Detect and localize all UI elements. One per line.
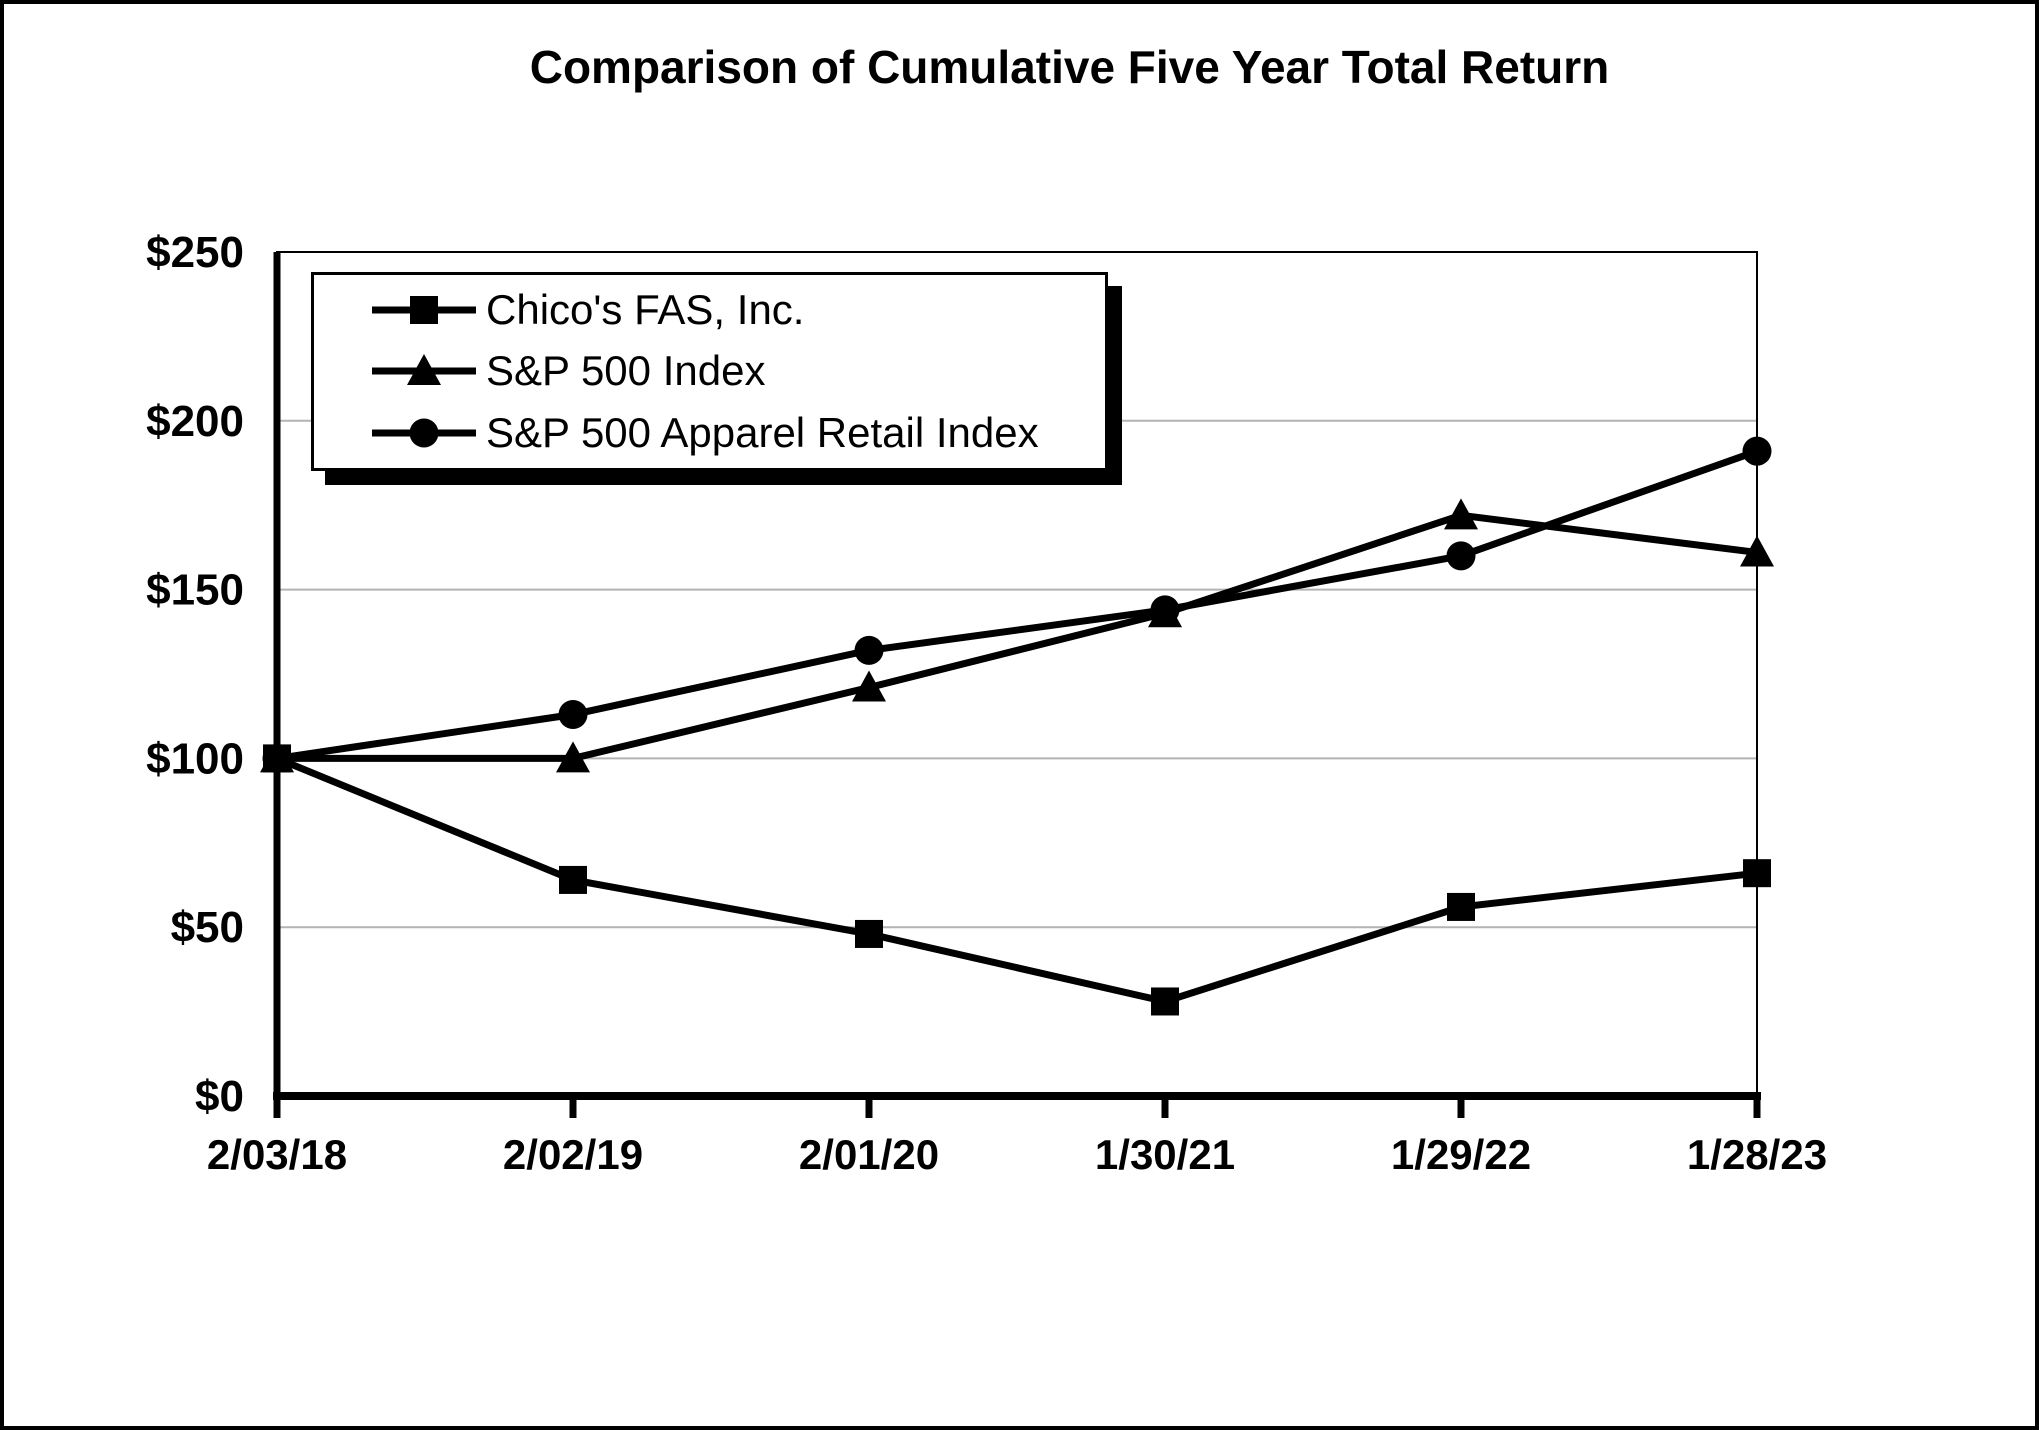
legend-marker-square-icon	[372, 295, 476, 324]
x-tick-label-5: 1/28/23	[1687, 1131, 1827, 1178]
series-line-s-p-500-index	[277, 511, 1758, 762]
legend-marker-circle-icon	[372, 418, 476, 448]
x-tick-label-0: 2/03/18	[207, 1131, 347, 1178]
data-point-s-p-500-apparel-retail-index-5	[1742, 436, 1772, 466]
legend-row: S&P 500 Index	[372, 347, 1095, 395]
data-point-s-p-500-apparel-retail-index-4	[1446, 541, 1476, 571]
data-point-chico-s-fas-inc-4	[1447, 892, 1475, 921]
legend-label: Chico's FAS, Inc.	[486, 285, 805, 333]
y-tick-label-100: $100	[146, 734, 244, 783]
data-point-s-p-500-index-2	[852, 670, 886, 702]
y-tick-label-0: $0	[195, 1072, 244, 1121]
data-point-s-p-500-apparel-retail-index-1	[558, 700, 588, 730]
data-point-chico-s-fas-inc-2	[855, 919, 883, 948]
legend: Chico's FAS, Inc. S&P 500 Index S&P 500 …	[311, 272, 1108, 471]
series-line-s-p-500-apparel-retail-index	[276, 447, 1759, 762]
x-tick-label-1: 2/02/19	[503, 1131, 643, 1178]
data-point-s-p-500-apparel-retail-index-3	[1150, 595, 1180, 625]
data-point-s-p-500-apparel-retail-index-2	[854, 635, 884, 665]
legend-marker-triangle-icon	[372, 354, 476, 386]
data-point-chico-s-fas-inc-3	[1151, 987, 1179, 1016]
data-point-s-p-500-index-1	[556, 741, 590, 773]
chart-canvas: $0 $50 $100 $150 $200 $250 2/03/18 2/02/19 2/01/…	[146, 228, 1827, 1178]
legend-label: S&P 500 Apparel Retail Index	[486, 409, 1039, 457]
legend-label: S&P 500 Index	[486, 347, 766, 395]
x-tick-label-3: 1/30/21	[1095, 1131, 1235, 1178]
y-tick-label-150: $150	[146, 566, 244, 615]
x-tick-label-2: 2/01/20	[799, 1131, 939, 1178]
legend-row: Chico's FAS, Inc.	[372, 286, 1095, 334]
data-point-chico-s-fas-inc-5	[1743, 859, 1771, 888]
y-tick-label-250: $250	[146, 228, 244, 277]
chart-title: Comparison of Cumulative Five Year Total…	[529, 41, 1610, 93]
legend-row: S&P 500 Apparel Retail Index	[372, 409, 1095, 457]
data-point-s-p-500-index-4	[1444, 498, 1478, 530]
x-tick-label-4: 1/29/22	[1391, 1131, 1531, 1178]
series-line-chico-s-fas-inc	[275, 755, 1758, 1006]
y-tick-label-200: $200	[146, 397, 244, 446]
data-point-chico-s-fas-inc-1	[559, 865, 587, 894]
data-point-s-p-500-index-5	[1740, 535, 1774, 567]
y-tick-label-50: $50	[171, 903, 244, 952]
